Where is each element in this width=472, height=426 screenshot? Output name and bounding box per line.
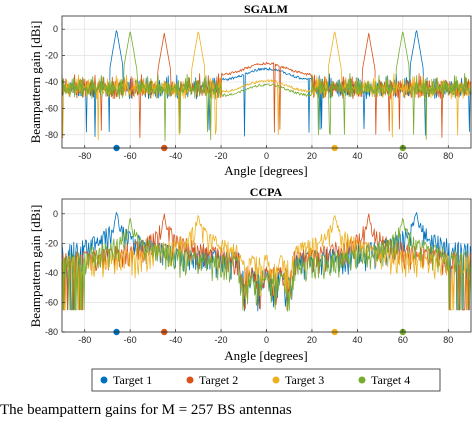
x-tick-label: 60 bbox=[398, 151, 408, 161]
series-line-4 bbox=[61, 31, 472, 142]
legend-label-4: Target 4 bbox=[371, 373, 410, 387]
y-tick-label: -20 bbox=[45, 51, 58, 61]
x-tick-label: 20 bbox=[307, 151, 317, 161]
panel-title: CCPA bbox=[250, 185, 283, 199]
caption-text: The beampattern gains for M = 257 BS ant… bbox=[0, 402, 292, 418]
y-tick-label: 0 bbox=[53, 24, 58, 34]
y-axis-label: Beampattern gain [dBi] bbox=[28, 21, 43, 144]
legend-marker-2 bbox=[186, 376, 194, 384]
legend-marker-3 bbox=[272, 376, 280, 384]
y-axis-label: Beampattern gain [dBi] bbox=[28, 205, 43, 328]
x-tick-label: -40 bbox=[169, 335, 182, 345]
x-tick-label: -80 bbox=[78, 335, 91, 345]
legend-label-2: Target 2 bbox=[199, 373, 238, 387]
y-tick-label: -40 bbox=[45, 77, 58, 87]
x-tick-label: 40 bbox=[352, 151, 362, 161]
x-tick-label: 0 bbox=[264, 335, 269, 345]
grid-lines bbox=[62, 16, 471, 148]
legend-label-3: Target 3 bbox=[285, 373, 324, 387]
series-line-3 bbox=[61, 31, 472, 141]
x-tick-label: -60 bbox=[124, 335, 137, 345]
x-tick-label: -60 bbox=[124, 151, 137, 161]
y-tick-label: 0 bbox=[53, 209, 58, 219]
x-tick-label: -20 bbox=[215, 151, 228, 161]
legend-box bbox=[91, 368, 441, 392]
x-tick-label: 40 bbox=[352, 335, 362, 345]
series-line-3 bbox=[61, 215, 472, 311]
x-tick-label: -20 bbox=[215, 335, 228, 345]
x-tick-label: 80 bbox=[443, 335, 453, 345]
legend: Target 1 Target 2 Target 3 Target 4 bbox=[91, 368, 441, 392]
x-tick-label: 60 bbox=[398, 335, 408, 345]
x-axis-label: Angle [degrees] bbox=[224, 348, 307, 363]
y-tick-label: -20 bbox=[45, 238, 58, 248]
x-tick-label: 20 bbox=[307, 335, 317, 345]
y-tick-label: -60 bbox=[45, 103, 58, 113]
series-line-4 bbox=[61, 218, 472, 312]
legend-label-1: Target 1 bbox=[113, 373, 152, 387]
y-tick-label: -80 bbox=[45, 327, 58, 337]
x-tick-label: -80 bbox=[78, 151, 91, 161]
y-tick-label: -60 bbox=[45, 297, 58, 307]
x-axis-label: Angle [degrees] bbox=[224, 163, 307, 178]
y-tick-label: -80 bbox=[45, 130, 58, 140]
legend-marker-1 bbox=[100, 376, 108, 384]
x-tick-label: -40 bbox=[169, 151, 182, 161]
panel-sgalm: SGALM -80 -60 -40 -20 0 20 40 60 80 0 -20 -40 -60 -80… bbox=[28, 2, 472, 178]
series-line-1 bbox=[61, 212, 472, 312]
legend-marker-4 bbox=[358, 376, 366, 384]
x-tick-label: 0 bbox=[264, 151, 269, 161]
y-tick-label: -40 bbox=[45, 268, 58, 278]
x-tick-label: 80 bbox=[443, 151, 453, 161]
panel-ccpa: CCPA -80 -60 -40 -20 0 20 40 60 800-20-40-60-80 … bbox=[28, 185, 472, 363]
panel-title: SGALM bbox=[244, 2, 288, 16]
